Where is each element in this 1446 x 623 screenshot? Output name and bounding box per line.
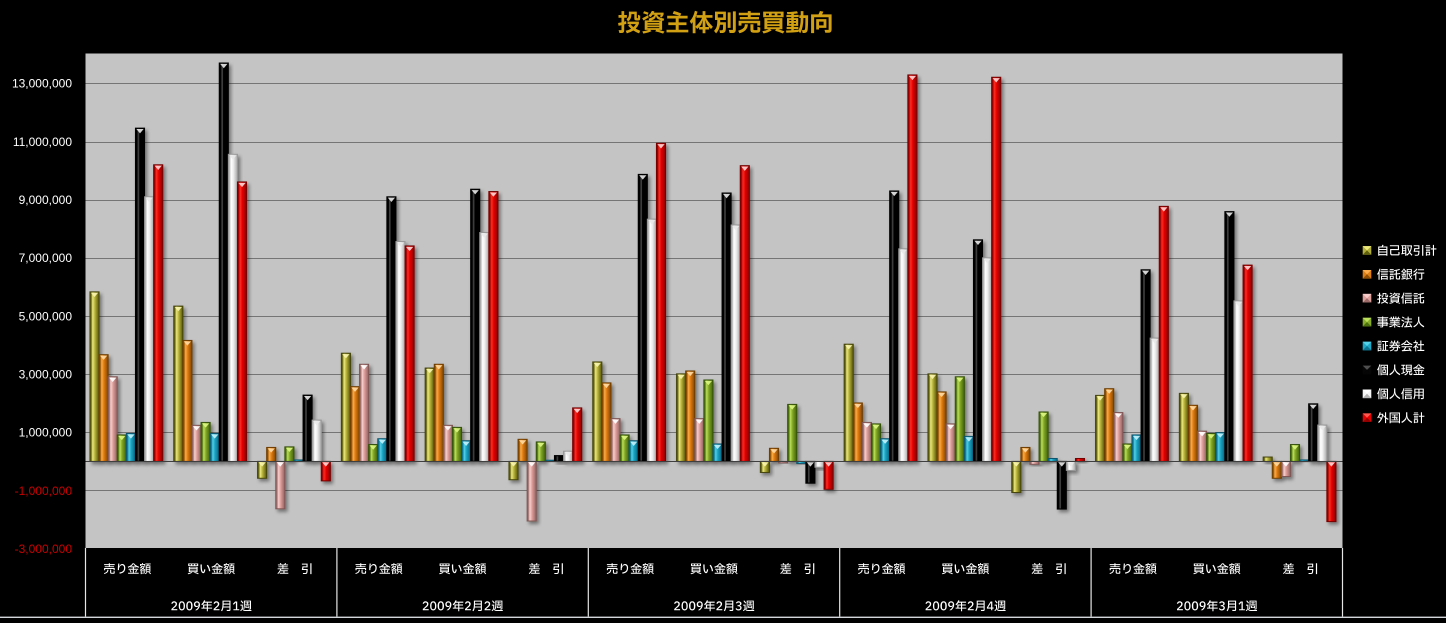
svg-text:-3,000,000: -3,000,000	[15, 542, 73, 556]
svg-text:-1,000,000: -1,000,000	[15, 484, 73, 498]
svg-text:7,000,000: 7,000,000	[19, 251, 73, 265]
svg-text:13,000,000: 13,000,000	[12, 77, 72, 91]
svg-text:11,000,000: 11,000,000	[13, 135, 72, 149]
svg-text:5,000,000: 5,000,000	[19, 309, 73, 323]
svg-text:3,000,000: 3,000,000	[19, 368, 73, 382]
svg-text:1,000,000: 1,000,000	[19, 426, 73, 440]
svg-text:9,000,000: 9,000,000	[19, 193, 73, 207]
